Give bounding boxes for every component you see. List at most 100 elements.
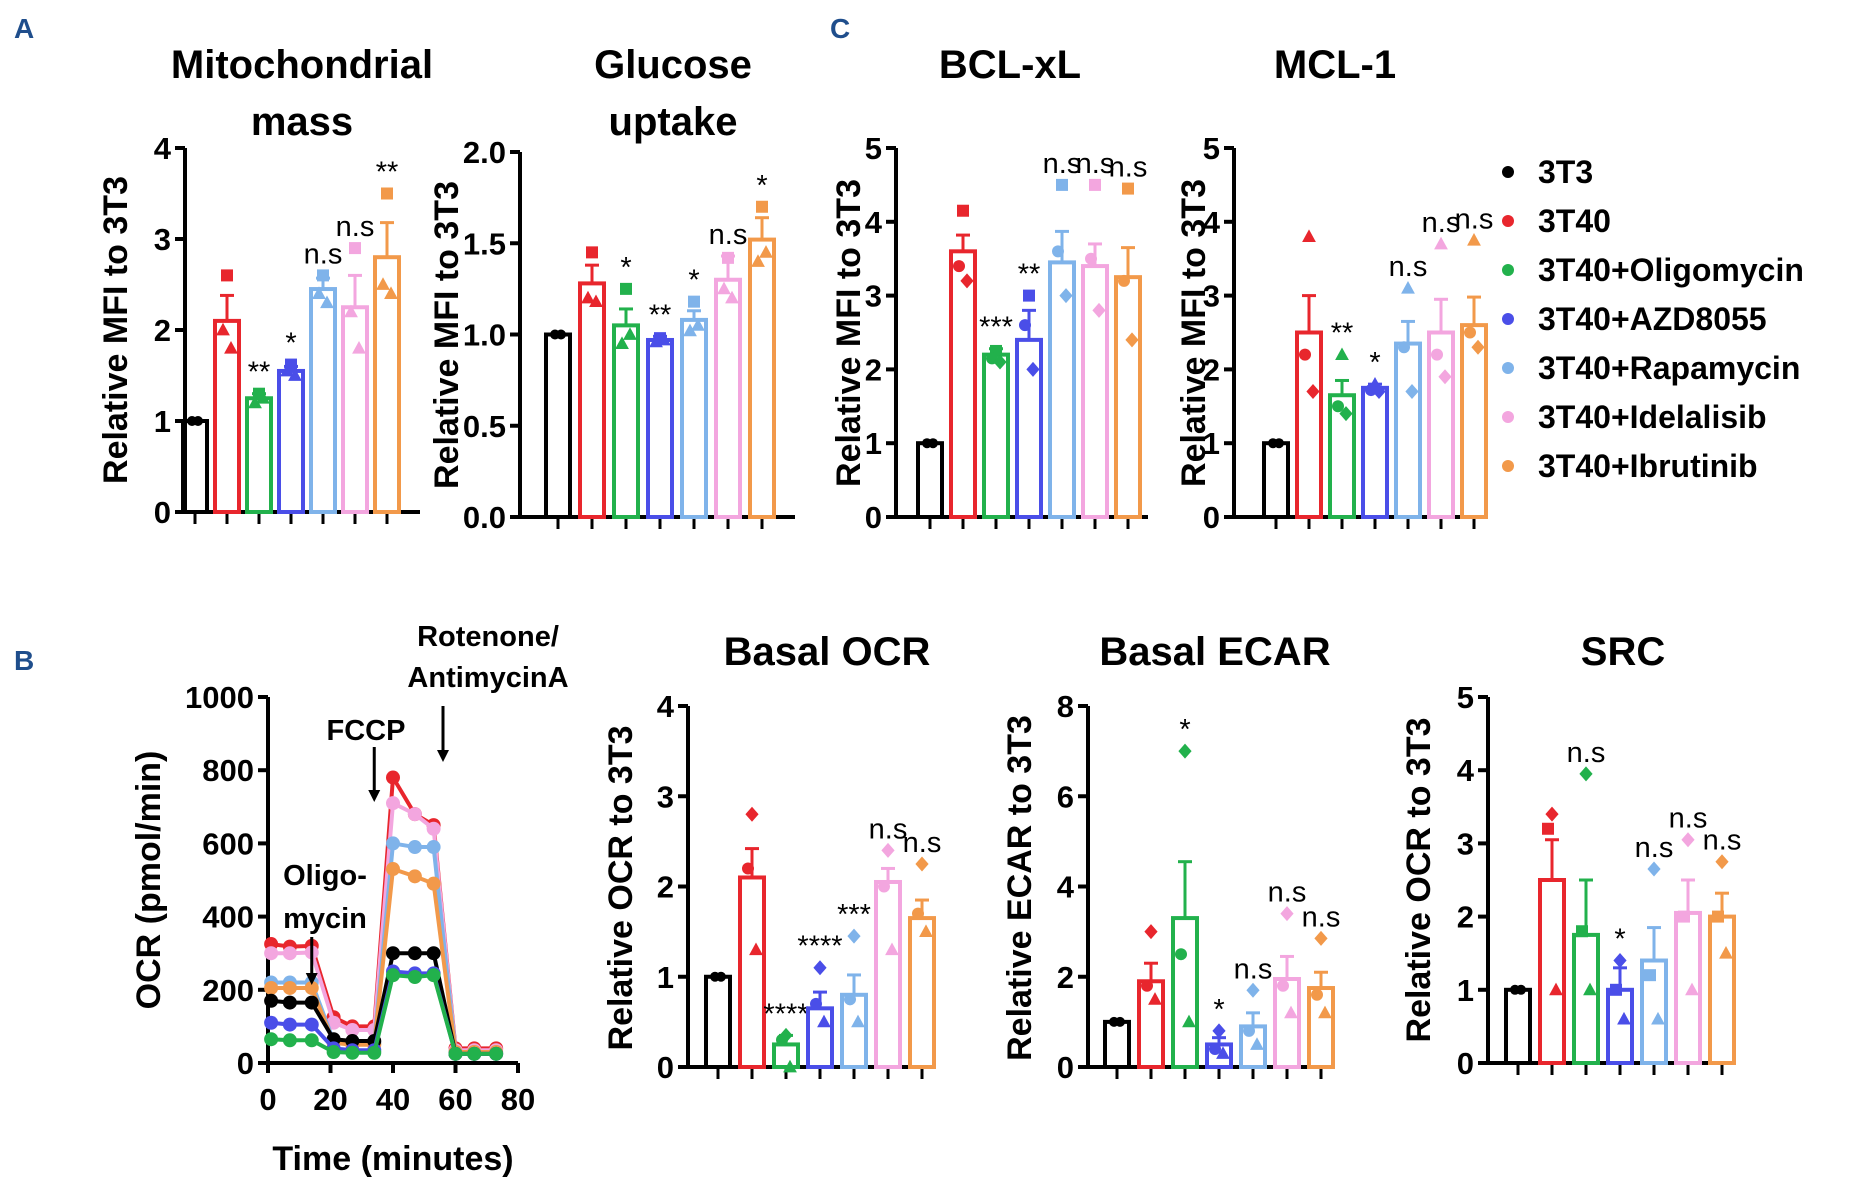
data-point xyxy=(1019,319,1031,332)
legend-marker-oligo xyxy=(1502,264,1514,276)
bar-ibru xyxy=(908,916,936,1070)
y-tick-label: 0.0 xyxy=(463,500,506,535)
y-tick-label: 1 xyxy=(1203,426,1220,461)
data-point xyxy=(1118,274,1130,287)
data-point xyxy=(224,341,238,354)
chart-title: Basal ECAR xyxy=(1099,630,1330,674)
bar-rapa xyxy=(840,992,868,1069)
bar-ibru xyxy=(373,255,401,515)
bar-azd xyxy=(1361,385,1389,519)
y-tick-label: 800 xyxy=(202,753,254,788)
legend-item-label: 3T40+Idelalisib xyxy=(1538,399,1767,435)
bar-azd xyxy=(277,368,305,515)
data-point xyxy=(623,327,637,340)
data-point xyxy=(878,880,890,893)
data-point xyxy=(1681,832,1695,848)
data-point xyxy=(742,862,754,875)
y-tick-label: 2.0 xyxy=(463,135,506,170)
significance-label: * xyxy=(1179,714,1190,746)
legend-item-label: 3T40+Ibrutinib xyxy=(1538,448,1758,484)
bar-oligo xyxy=(1328,393,1356,520)
data-point xyxy=(581,290,595,304)
y-tick-label: 8 xyxy=(1057,689,1074,724)
data-point xyxy=(1182,1014,1196,1028)
data-point xyxy=(960,273,974,289)
data-point xyxy=(1647,861,1661,877)
significance-label: * xyxy=(620,252,631,284)
series-point xyxy=(426,946,441,961)
data-point xyxy=(1059,288,1073,304)
data-point xyxy=(776,1033,788,1046)
series-point xyxy=(264,993,279,1008)
data-point xyxy=(1023,289,1035,302)
data-point xyxy=(256,391,270,404)
bar-idela xyxy=(341,305,369,514)
data-point xyxy=(1617,1011,1631,1025)
series-point xyxy=(467,1046,482,1061)
data-point xyxy=(1542,822,1554,835)
data-point xyxy=(817,1014,831,1028)
bar-3T40 xyxy=(1538,878,1566,1065)
data-point xyxy=(556,329,566,340)
annotation-arrowhead xyxy=(437,750,449,762)
series-point xyxy=(386,796,400,811)
bar-3T3 xyxy=(916,441,944,520)
data-point xyxy=(847,928,861,944)
significance-label: *** xyxy=(979,312,1013,344)
x-tick-label: 0 xyxy=(259,1082,276,1117)
y-tick-label: 4 xyxy=(1203,205,1221,240)
bar-rapa xyxy=(1640,958,1668,1066)
series-point xyxy=(407,969,422,984)
legend-item-label: 3T40+Oligomycin xyxy=(1538,252,1804,288)
significance-label: **** xyxy=(797,931,842,963)
chart-basal-ecar: Basal ECAR Relative ECAR to 3T3 0 2 4 6 8 * * n.s… xyxy=(1001,630,1340,1085)
data-point xyxy=(1464,326,1476,339)
series-point xyxy=(304,1017,319,1032)
y-tick-label: 0.5 xyxy=(463,409,506,444)
annotation-arrowhead xyxy=(368,790,381,802)
bar-ibru xyxy=(1114,275,1142,519)
series-point xyxy=(367,1045,382,1060)
chart-title: BCL-xL xyxy=(939,43,1081,87)
significance-label: n.s xyxy=(1302,901,1341,933)
data-point xyxy=(1712,910,1724,923)
series-point xyxy=(386,770,400,785)
bar-azd xyxy=(1015,337,1043,519)
data-point xyxy=(1434,236,1448,250)
data-point xyxy=(717,281,731,295)
chart-ocr-time-course: OCR (pmol/min)Time (minutes)020040060080… xyxy=(130,621,569,1178)
data-point xyxy=(344,304,358,318)
data-point xyxy=(1280,906,1294,922)
legend-marker-rapa xyxy=(1502,362,1514,374)
significance-label: ** xyxy=(1331,318,1354,350)
data-point xyxy=(716,971,726,982)
data-point xyxy=(381,187,393,200)
y-axis-label: Relative MFI to 3T3 xyxy=(97,176,135,484)
bar-3T3 xyxy=(544,332,572,519)
data-point xyxy=(1144,924,1158,940)
y-tick-label: 3 xyxy=(154,222,171,257)
bar-oligo xyxy=(1572,932,1600,1066)
data-point xyxy=(1431,348,1443,361)
series-point xyxy=(407,807,422,822)
data-point xyxy=(1274,438,1284,449)
series-point xyxy=(282,946,297,961)
bar-rapa xyxy=(1048,260,1076,520)
data-point xyxy=(1719,946,1733,959)
data-point xyxy=(1306,384,1320,400)
y-tick-label: 4 xyxy=(1457,753,1475,788)
bar-rapa xyxy=(1394,341,1422,519)
y-tick-label: 0 xyxy=(154,495,171,530)
data-point xyxy=(1250,1037,1264,1050)
y-tick-label: 0 xyxy=(1457,1046,1474,1081)
series-point xyxy=(426,840,441,855)
y-tick-label: 0 xyxy=(237,1046,254,1081)
series-point xyxy=(345,1045,360,1060)
significance-label: * xyxy=(285,328,296,360)
data-point xyxy=(1372,384,1386,400)
significance-label: n.s xyxy=(1669,803,1708,835)
data-point xyxy=(749,942,763,956)
y-tick-label: 5 xyxy=(1203,131,1220,166)
bar-ibru xyxy=(1708,914,1736,1065)
